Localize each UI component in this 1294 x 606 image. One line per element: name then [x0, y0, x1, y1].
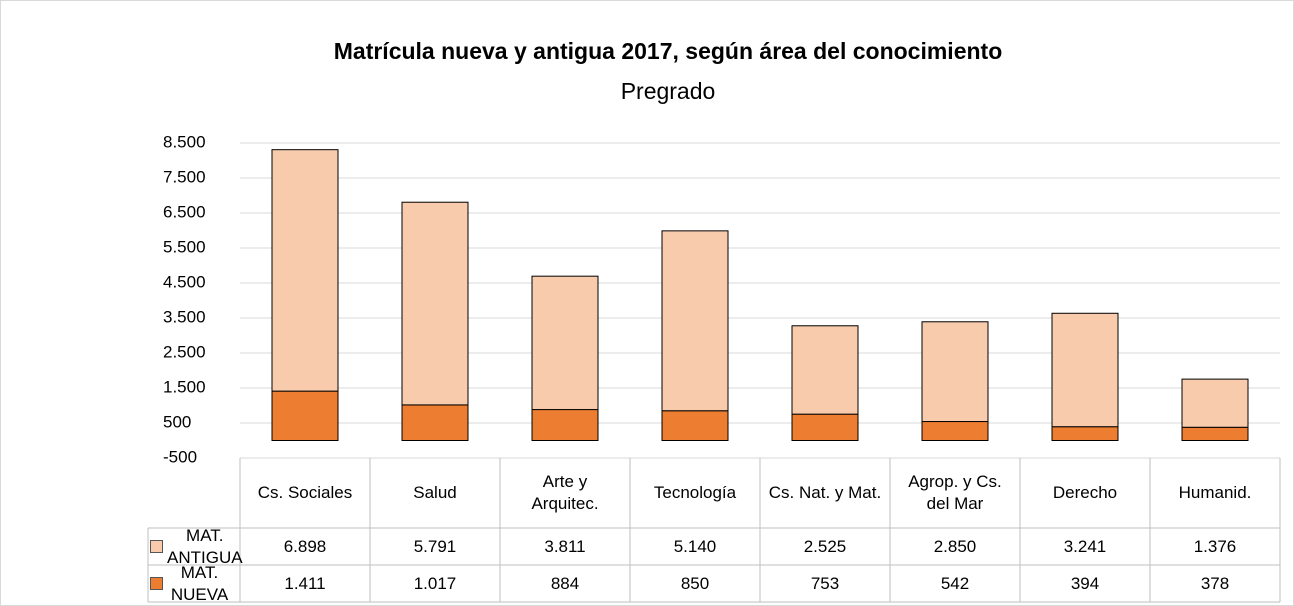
data-label: 5.140	[673, 536, 717, 556]
y-tick-label: 8.500	[163, 132, 206, 151]
data-label: 884	[550, 573, 580, 593]
bar-segment	[1181, 378, 1249, 428]
data-label: 6.898	[283, 536, 327, 556]
bar-segment	[401, 201, 469, 406]
category-label: Cs. Nat. y Mat.	[768, 483, 882, 502]
data-label: 2.525	[803, 536, 847, 556]
category-label: Humanid.	[1178, 483, 1252, 502]
bar-segment	[1051, 426, 1119, 441]
y-tick-label: 7.500	[163, 167, 206, 186]
data-label: 3.241	[1063, 536, 1107, 556]
category-label: Tecnología	[653, 483, 737, 502]
y-tick-label: 1.500	[163, 377, 206, 396]
y-tick-label: 500	[163, 412, 191, 431]
bar-segment	[271, 390, 339, 441]
legend-entry: MAT. ANTIGUA	[148, 526, 243, 567]
y-tick-label: 2.500	[163, 342, 206, 361]
bar-segment	[531, 409, 599, 441]
data-label: 3.811	[544, 536, 586, 556]
data-label: 1.376	[1193, 536, 1237, 556]
data-label: 378	[1200, 573, 1230, 593]
chart-title: Matrícula nueva y antigua 2017, según ár…	[334, 38, 1003, 64]
category-label: Arte y Arquitec.	[531, 472, 599, 513]
data-label: 394	[1070, 573, 1100, 593]
data-label: 1.017	[413, 573, 457, 593]
bar-segment	[921, 421, 989, 441]
data-label: 1.411	[284, 573, 326, 593]
legend-label: MAT. NUEVA	[170, 562, 229, 604]
legend-swatch	[150, 577, 163, 590]
bar-segment	[791, 325, 859, 415]
legend-entry: MAT. NUEVA	[148, 563, 240, 604]
category-label: Agrop. y Cs. del Mar	[908, 472, 1002, 513]
data-label: 2.850	[933, 536, 977, 556]
y-tick-label: -500	[163, 447, 197, 466]
bar-segment	[531, 275, 599, 411]
bar-segment	[401, 404, 469, 441]
data-label: 5.791	[413, 536, 457, 556]
chart-subtitle: Pregrado	[621, 78, 716, 104]
bar-segment	[661, 230, 729, 412]
bar-segment	[271, 149, 339, 392]
category-label: Cs. Sociales	[257, 483, 353, 502]
y-tick-label: 5.500	[163, 237, 206, 256]
data-label: 850	[680, 573, 710, 593]
category-label: Salud	[413, 483, 457, 502]
bar-segment	[661, 410, 729, 441]
category-label: Derecho	[1052, 483, 1118, 502]
bar-segment	[1181, 426, 1249, 441]
data-label: 542	[940, 573, 970, 593]
bar-segment	[1051, 312, 1119, 428]
legend-label: MAT. ANTIGUA	[167, 525, 243, 567]
y-tick-label: 6.500	[163, 202, 206, 221]
bar-segment	[921, 321, 989, 423]
y-tick-label: 4.500	[163, 272, 206, 291]
data-label: 753	[810, 573, 840, 593]
bar-segment	[791, 413, 859, 441]
y-tick-label: 3.500	[163, 307, 206, 326]
legend-swatch	[150, 540, 163, 553]
